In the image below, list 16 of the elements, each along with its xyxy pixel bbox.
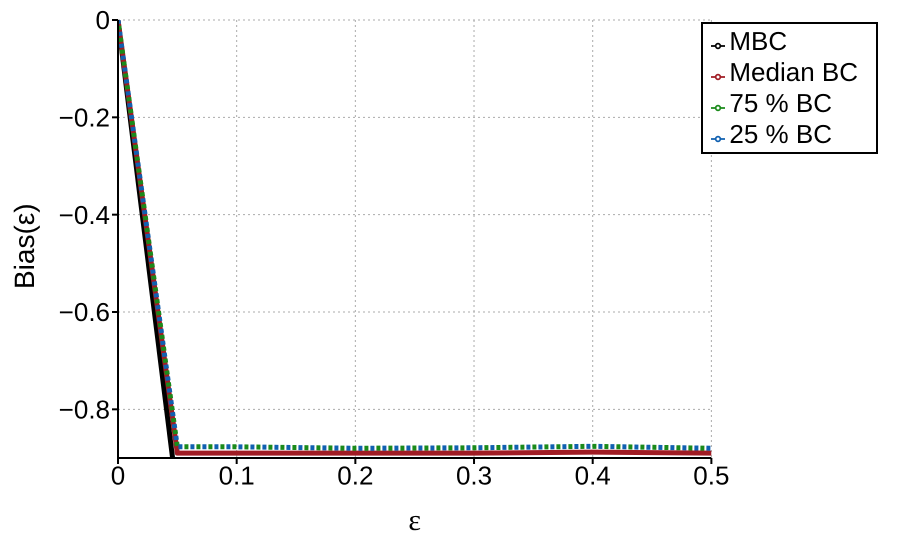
legend-label: Median BC: [729, 57, 858, 87]
x-tick-label: 0.5: [693, 460, 730, 490]
legend-label: 75 % BC: [729, 88, 832, 118]
x-tick-label: 0.4: [574, 460, 611, 490]
y-tick-label: −0.4: [58, 200, 110, 230]
legend-label: 25 % BC: [729, 119, 832, 149]
y-axis-title: Bias(ε): [8, 203, 40, 289]
legend-label: MBC: [729, 26, 788, 56]
x-tick-label: 0.3: [456, 460, 492, 490]
x-axis-title: ε: [408, 504, 421, 537]
y-tick-label: −0.8: [58, 394, 110, 425]
y-tick-label: 0: [96, 5, 110, 36]
y-tick-label: −0.6: [58, 297, 110, 328]
x-tick-label: 0.2: [337, 460, 374, 490]
x-tick-label: 0.1: [218, 460, 255, 490]
y-tick-label: −0.2: [58, 102, 110, 133]
